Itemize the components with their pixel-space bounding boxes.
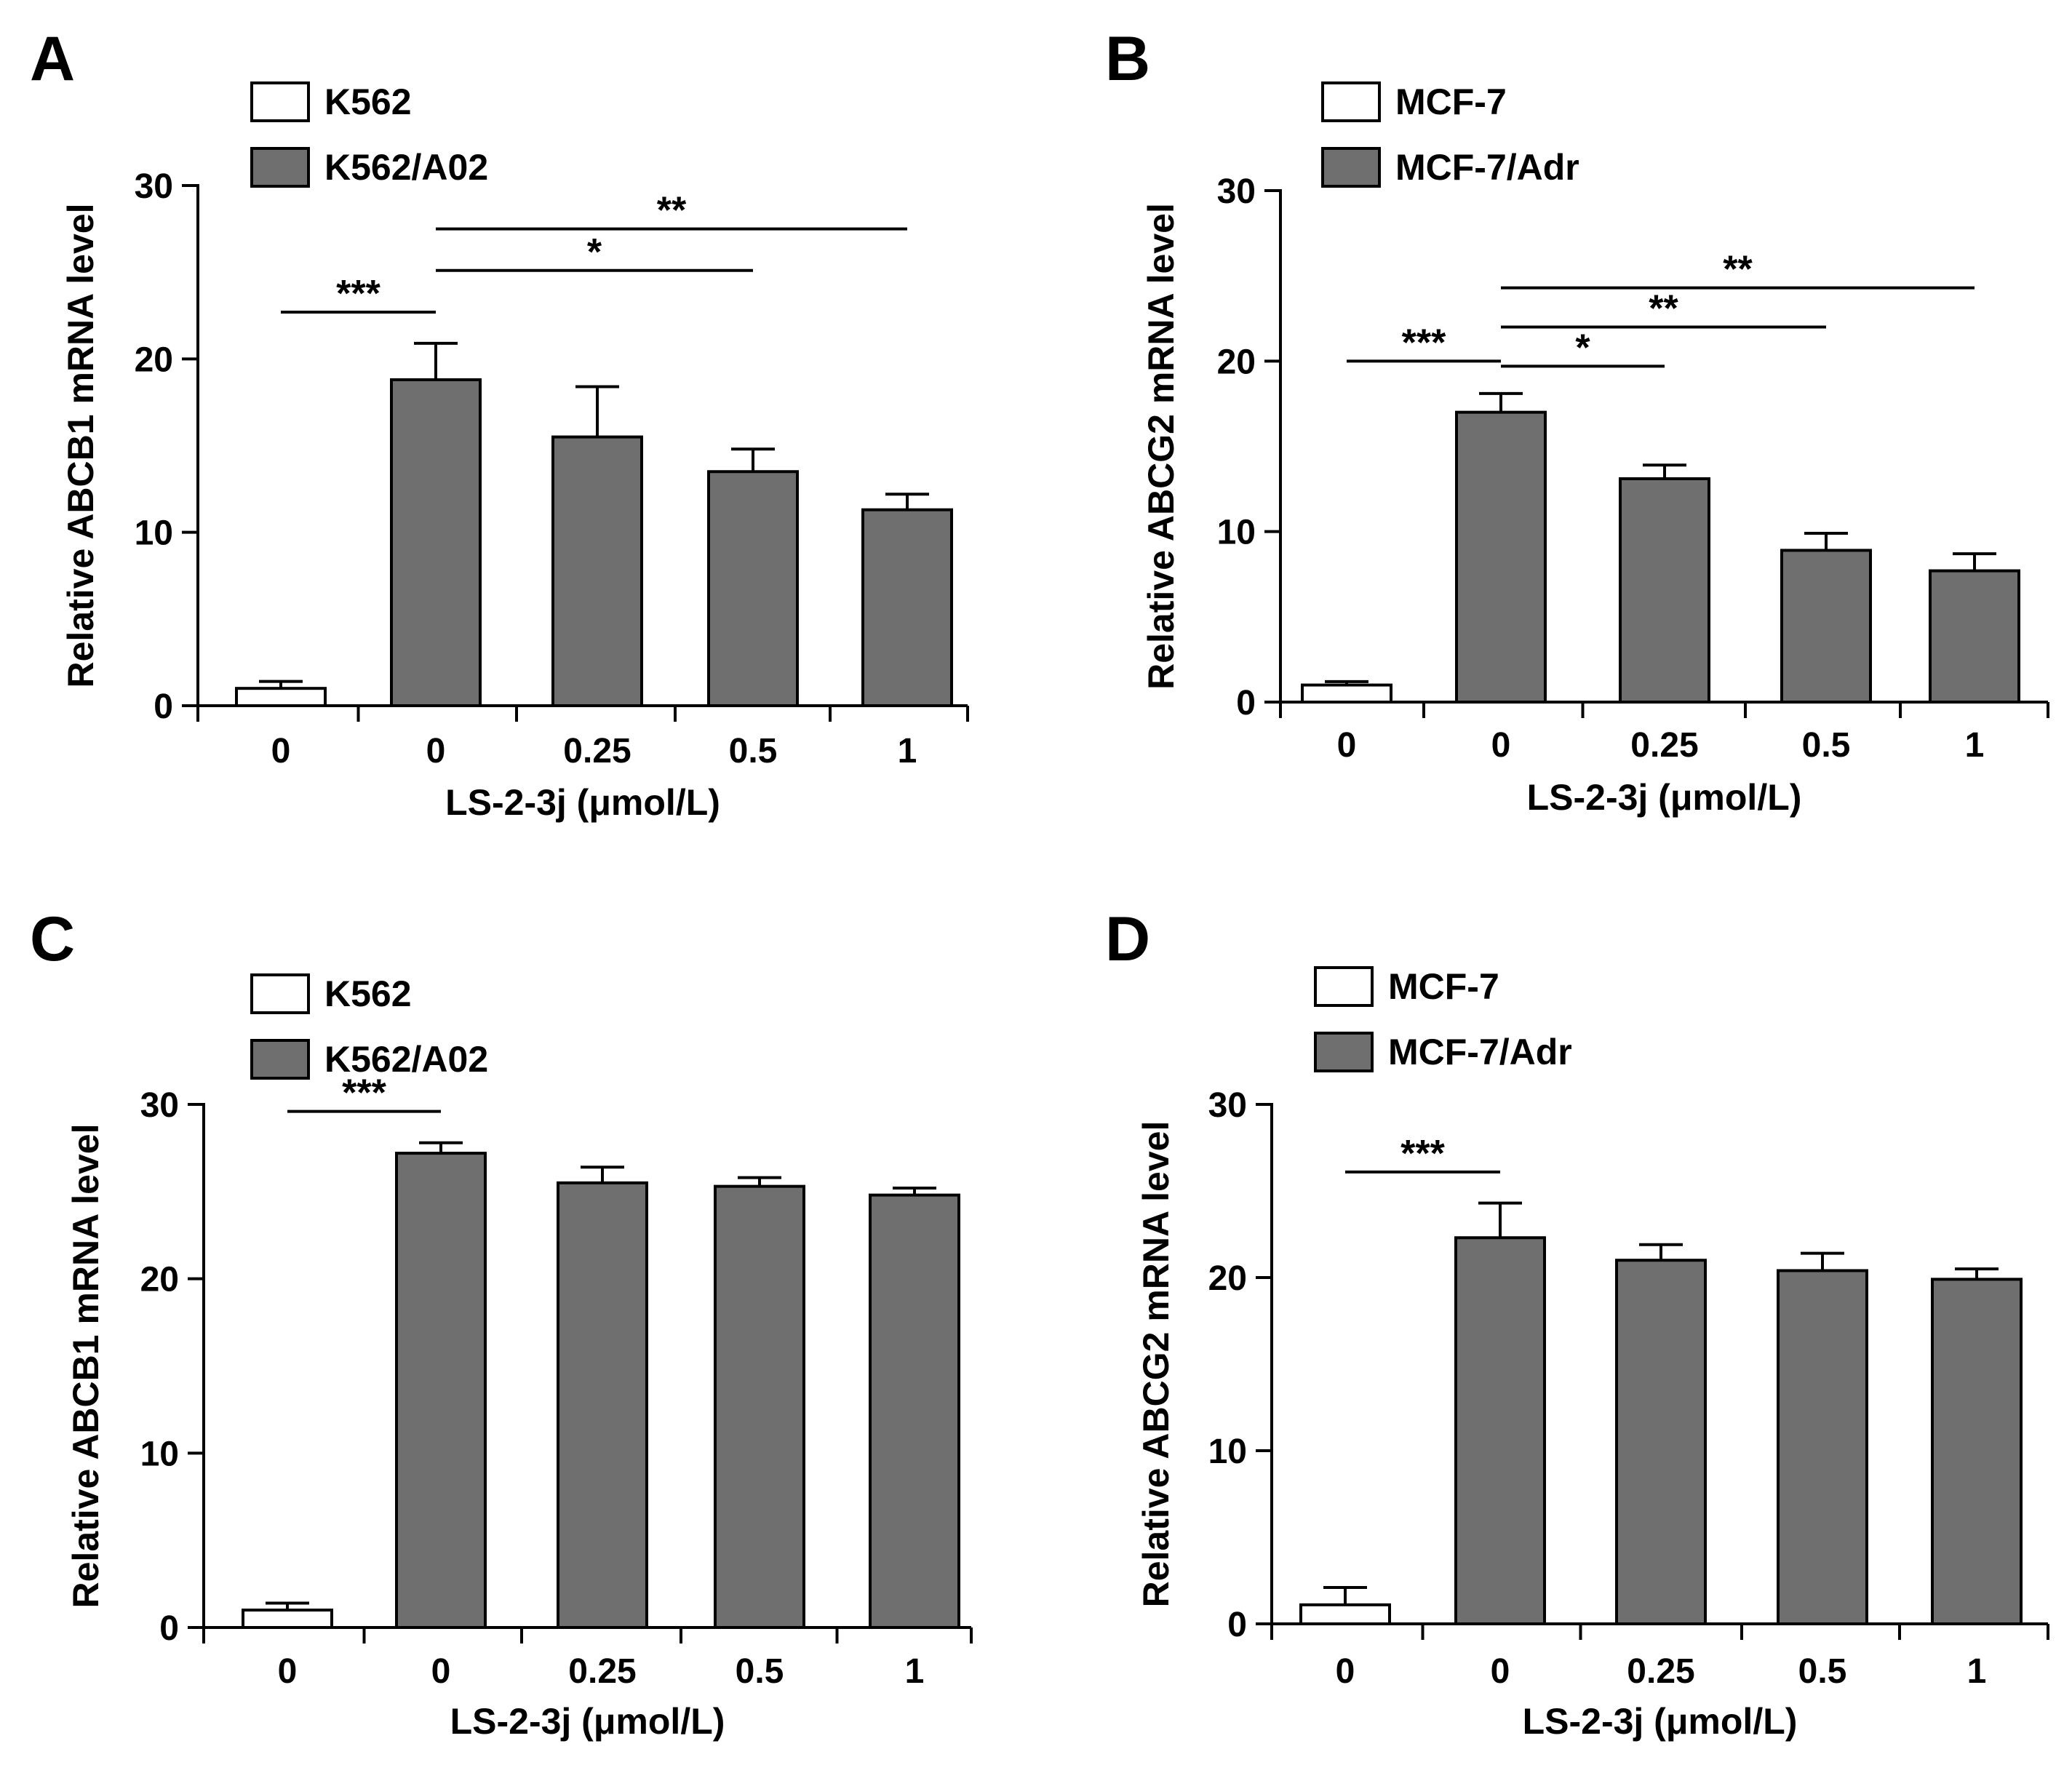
x-axis-label: LS-2-3j (μmol/L) [450,1701,725,1742]
x-tick-label: 1 [1965,726,1985,765]
bar [869,1193,960,1630]
y-tick-label: 10 [135,514,173,553]
x-tick-label: 0.5 [1798,1652,1847,1691]
bar [1299,1603,1391,1626]
bar [1301,683,1392,704]
legend-swatch [1314,1032,1374,1072]
y-tick-label: 30 [1217,172,1256,211]
y-tick-label: 30 [140,1086,179,1125]
y-tick-label: 30 [135,167,173,206]
panel-letter: C [30,904,75,974]
panel-d: D MCF-7 MCF-7/Adr 0 10 20 30 0 0 0.25 0.5 1 *** LS-2-… [1105,904,2049,1742]
x-tick-label: 0.25 [1630,726,1698,765]
bar [390,378,482,708]
x-tick-label: 0.25 [1627,1652,1694,1691]
x-tick-label: 1 [898,732,917,770]
x-tick-label: 1 [1967,1652,1987,1691]
x-tick-label: 0 [1336,1652,1355,1691]
bar [1929,569,2020,704]
y-axis-label: Relative ABCG2 mRNA level [1136,1121,1176,1608]
legend-swatch [250,1039,310,1080]
bar [557,1181,648,1629]
x-tick-label: 0.5 [1802,726,1851,765]
legend-swatch [1321,81,1381,122]
bar [1455,410,1547,704]
x-tick-label: 0.5 [736,1652,784,1691]
y-axis-label: Relative ABCB1 mRNA level [60,204,101,688]
legend-label: MCF-7/Adr [1388,1032,1572,1072]
legend-label: MCF-7/Adr [1395,147,1579,188]
legend-swatch [1321,147,1381,188]
legend-label: MCF-7 [1395,81,1507,122]
bar [551,435,643,707]
legend-label: K562 [324,973,412,1014]
legend-swatch [250,147,310,188]
y-tick-label: 20 [135,340,173,379]
y-tick-label: 30 [1208,1086,1247,1125]
x-tick-label: 0.25 [568,1652,636,1691]
y-axis-label: Relative ABCG2 mRNA level [1141,203,1182,690]
bar [707,470,799,707]
y-tick-label: 0 [154,688,173,726]
significance-label: *** [336,273,380,315]
x-tick-label: 0 [431,1652,451,1691]
panel-letter: B [1105,24,1150,94]
bar [1454,1236,1546,1625]
significance-label: * [1575,327,1590,369]
legend-swatch [250,81,310,122]
bar [861,508,953,708]
y-tick-label: 0 [1227,1606,1247,1644]
bar [1931,1278,2023,1625]
x-tick-label: 0 [1491,726,1511,765]
x-tick-label: 0.25 [563,732,631,770]
legend-swatch [250,973,310,1014]
bar [235,687,327,708]
significance-label: ** [1649,287,1678,330]
y-tick-label: 20 [1208,1259,1247,1298]
legend-swatch [1314,966,1374,1007]
significance-label: ** [657,190,687,232]
panel-c: C K562 K562/A02 0 10 20 30 0 0 0.25 0.5 1 *** LS-2-3j… [30,904,973,1742]
y-tick-label: 10 [140,1435,179,1473]
significance-label: *** [342,1072,386,1115]
panel-letter: A [30,24,75,94]
y-tick-label: 20 [1217,343,1256,381]
legend-label: K562/A02 [324,147,488,188]
x-tick-label: 0 [426,732,446,770]
x-tick-label: 0 [1491,1652,1510,1691]
significance-label: * [587,231,602,274]
bar [1780,549,1872,704]
significance-label: *** [1402,322,1446,364]
y-tick-label: 0 [1236,684,1256,722]
x-tick-label: 0 [271,732,291,770]
bar [1777,1269,1868,1625]
bar [1619,477,1710,704]
y-axis-label: Relative ABCB1 mRNA level [65,1124,106,1609]
y-tick-label: 0 [159,1609,179,1648]
panel-letter: D [1105,904,1150,974]
x-axis-label: LS-2-3j (μmol/L) [1523,1701,1798,1742]
x-tick-label: 1 [905,1652,925,1691]
significance-label: *** [1400,1133,1445,1175]
y-tick-label: 20 [140,1261,179,1299]
significance-label: ** [1723,249,1753,291]
legend-label: MCF-7 [1388,966,1499,1007]
bar [242,1609,333,1630]
y-tick-label: 10 [1217,514,1256,552]
bar [395,1152,487,1629]
legend-label: K562/A02 [324,1039,488,1080]
bar [714,1184,805,1629]
legend-label: K562 [324,81,412,122]
bar [1615,1259,1707,1625]
y-tick-label: 10 [1208,1433,1247,1471]
x-tick-label: 0 [1337,726,1357,765]
x-tick-label: 0.5 [729,732,778,770]
x-tick-label: 0 [278,1652,298,1691]
x-axis-label: LS-2-3j (μmol/L) [445,782,720,823]
x-axis-label: LS-2-3j (μmol/L) [1527,777,1802,818]
